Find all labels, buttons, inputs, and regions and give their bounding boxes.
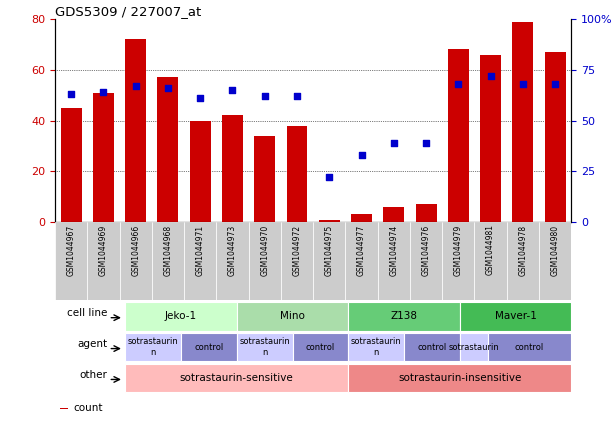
Point xyxy=(131,82,141,89)
Point xyxy=(486,72,496,79)
Text: Mino: Mino xyxy=(280,311,305,321)
Text: GSM1044981: GSM1044981 xyxy=(486,225,495,275)
Bar xyxy=(313,222,345,300)
Bar xyxy=(93,93,114,222)
Text: GSM1044978: GSM1044978 xyxy=(518,225,527,275)
Point xyxy=(227,87,237,93)
Bar xyxy=(293,332,348,362)
Bar xyxy=(480,55,501,222)
Text: control: control xyxy=(515,343,544,352)
Bar xyxy=(475,222,507,300)
Bar xyxy=(281,222,313,300)
Bar xyxy=(237,332,293,362)
Text: other: other xyxy=(80,370,108,380)
Point xyxy=(324,174,334,181)
Text: control: control xyxy=(306,343,335,352)
Bar xyxy=(125,332,181,362)
Text: GSM1044975: GSM1044975 xyxy=(325,225,334,276)
Text: GSM1044976: GSM1044976 xyxy=(422,225,431,276)
Point xyxy=(453,81,463,88)
Bar xyxy=(189,121,211,222)
Bar xyxy=(60,407,68,409)
Point xyxy=(66,91,76,98)
Point xyxy=(260,93,269,99)
Bar xyxy=(345,222,378,300)
Bar xyxy=(348,302,460,331)
Bar xyxy=(87,222,120,300)
Text: GSM1044974: GSM1044974 xyxy=(389,225,398,276)
Bar xyxy=(216,222,249,300)
Bar xyxy=(539,222,571,300)
Bar xyxy=(319,220,340,222)
Text: GSM1044970: GSM1044970 xyxy=(260,225,269,276)
Text: Maver-1: Maver-1 xyxy=(494,311,536,321)
Text: GSM1044980: GSM1044980 xyxy=(551,225,560,275)
Text: GSM1044972: GSM1044972 xyxy=(293,225,301,275)
Text: cell line: cell line xyxy=(67,308,108,318)
Bar xyxy=(125,363,348,393)
Bar xyxy=(448,49,469,222)
Point xyxy=(196,95,205,102)
Bar xyxy=(507,222,539,300)
Bar xyxy=(125,302,237,331)
Bar xyxy=(181,332,237,362)
Text: GSM1044967: GSM1044967 xyxy=(67,225,76,276)
Bar xyxy=(55,222,87,300)
Bar xyxy=(184,222,216,300)
Text: GDS5309 / 227007_at: GDS5309 / 227007_at xyxy=(55,5,201,18)
Text: control: control xyxy=(417,343,447,352)
Text: sotrastaurin
n: sotrastaurin n xyxy=(240,338,290,357)
Bar xyxy=(544,52,566,222)
Text: GSM1044966: GSM1044966 xyxy=(131,225,140,276)
Point xyxy=(98,89,108,96)
Bar xyxy=(287,126,307,222)
Bar xyxy=(460,332,488,362)
Text: GSM1044979: GSM1044979 xyxy=(454,225,463,276)
Point xyxy=(421,140,431,146)
Bar xyxy=(348,363,571,393)
Point xyxy=(163,85,173,91)
Text: GSM1044969: GSM1044969 xyxy=(99,225,108,276)
Text: control: control xyxy=(194,343,224,352)
Text: Jeko-1: Jeko-1 xyxy=(165,311,197,321)
Text: sotrastaurin: sotrastaurin xyxy=(448,343,499,352)
Bar xyxy=(237,302,348,331)
Text: agent: agent xyxy=(78,339,108,349)
Bar xyxy=(351,214,372,222)
Bar xyxy=(222,115,243,222)
Text: sotrastaurin
n: sotrastaurin n xyxy=(351,338,401,357)
Text: GSM1044973: GSM1044973 xyxy=(228,225,237,276)
Bar xyxy=(488,332,571,362)
Bar xyxy=(415,204,437,222)
Text: GSM1044971: GSM1044971 xyxy=(196,225,205,275)
Bar xyxy=(410,222,442,300)
Bar xyxy=(348,332,404,362)
Bar xyxy=(378,222,410,300)
Point xyxy=(389,140,399,146)
Text: sotrastaurin-insensitive: sotrastaurin-insensitive xyxy=(398,373,521,383)
Bar xyxy=(158,77,178,222)
Bar xyxy=(513,22,533,222)
Point xyxy=(551,81,560,88)
Bar xyxy=(125,39,146,222)
Text: sotrastaurin
n: sotrastaurin n xyxy=(128,338,178,357)
Bar xyxy=(120,222,152,300)
Text: count: count xyxy=(73,404,103,414)
Bar xyxy=(254,136,275,222)
Bar xyxy=(383,207,404,222)
Bar xyxy=(60,108,82,222)
Point xyxy=(292,93,302,99)
Point xyxy=(518,81,528,88)
Text: Z138: Z138 xyxy=(390,311,417,321)
Text: sotrastaurin-sensitive: sotrastaurin-sensitive xyxy=(180,373,294,383)
Bar xyxy=(442,222,475,300)
Bar xyxy=(152,222,184,300)
Bar xyxy=(460,302,571,331)
Text: GSM1044977: GSM1044977 xyxy=(357,225,366,276)
Text: GSM1044968: GSM1044968 xyxy=(163,225,172,275)
Bar xyxy=(404,332,460,362)
Bar xyxy=(249,222,281,300)
Point xyxy=(357,152,367,159)
